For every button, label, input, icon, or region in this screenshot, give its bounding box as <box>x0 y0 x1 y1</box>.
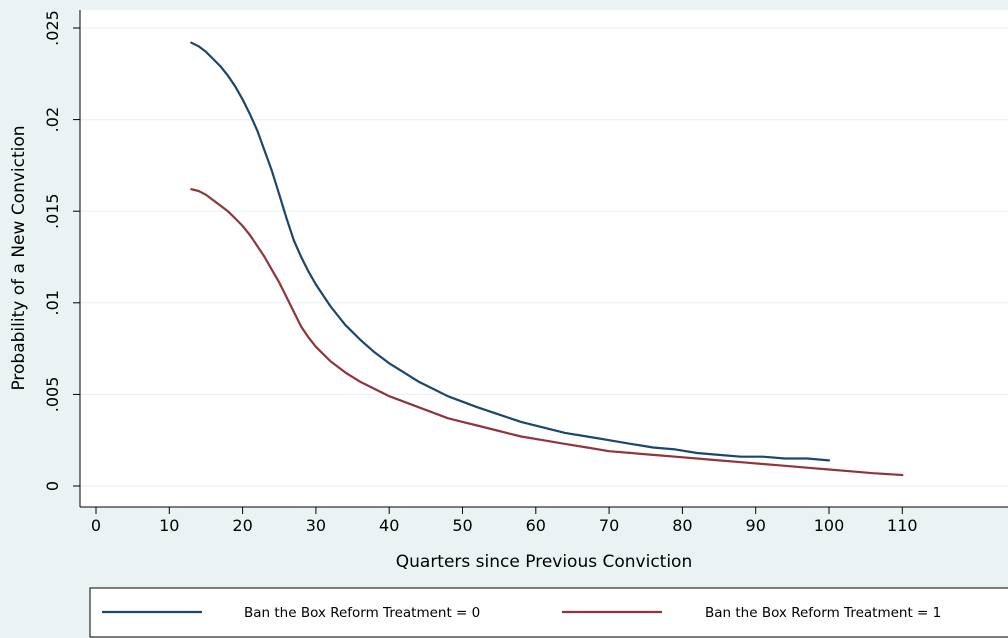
y-tick-label: .015 <box>43 193 62 229</box>
plot-area <box>80 10 1008 507</box>
series-line-1 <box>190 188 904 477</box>
series-layer <box>190 41 904 477</box>
x-tick-label: 50 <box>452 516 472 535</box>
y-tick-label: .01 <box>43 290 62 315</box>
y-axis-title: Probability of a New Conviction <box>9 125 29 390</box>
legend-box <box>89 587 1008 638</box>
x-tick-label: 100 <box>814 516 845 535</box>
x-tick-label: 70 <box>599 516 619 535</box>
x-tick-label: 60 <box>526 516 546 535</box>
x-axis-title: Quarters since Previous Conviction <box>396 552 693 572</box>
x-axis: 0 10 20 30 40 50 60 70 80 90 100 110 <box>80 506 1008 535</box>
x-tick-label: 20 <box>232 516 252 535</box>
y-tick-label: .02 <box>43 107 62 132</box>
x-tick-label: 90 <box>746 516 766 535</box>
legend-label-1: Ban the Box Reform Treatment = 1 <box>705 605 941 621</box>
legend-label-0: Ban the Box Reform Treatment = 0 <box>244 605 480 621</box>
x-tick-label: 110 <box>887 516 918 535</box>
x-tick-label: 30 <box>306 516 326 535</box>
legend: Ban the Box Reform Treatment = 0 Ban the … <box>89 587 1008 638</box>
y-tick-label: .025 <box>43 10 62 46</box>
y-tick-label: .005 <box>43 377 62 413</box>
x-tick-label: 0 <box>91 516 101 535</box>
x-tick-label: 80 <box>672 516 692 535</box>
y-gridlines <box>80 27 1008 487</box>
y-axis: 0 .005 .01 .015 .02 .025 <box>43 10 81 507</box>
y-tick-label: 0 <box>43 481 62 491</box>
x-tick-label: 40 <box>379 516 399 535</box>
x-tick-label: 10 <box>159 516 179 535</box>
series-line-0 <box>190 41 831 462</box>
